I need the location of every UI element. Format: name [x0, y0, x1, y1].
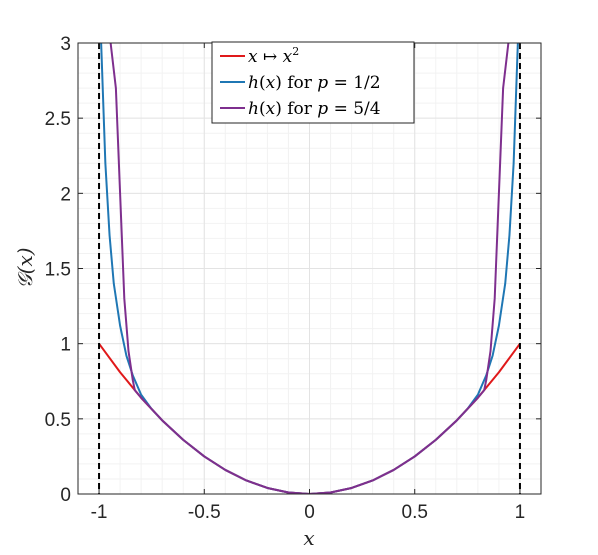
- axis-ticks: [78, 42, 541, 495]
- x-tick-label: 0: [304, 502, 315, 523]
- legend-label-2: h(x) for p = 1/2: [248, 73, 381, 93]
- y-tick-label: 2.5: [45, 109, 71, 130]
- x-tick-label: 0.5: [402, 502, 428, 523]
- series-line-3: [109, 43, 510, 494]
- y-axis-label: 𝒢(x): [13, 247, 37, 288]
- legend-label-1: x ↦ x2: [248, 45, 299, 67]
- x-axis-label: x: [303, 526, 314, 550]
- x-tick-label: 1: [515, 502, 526, 523]
- y-tick-label: 1: [60, 335, 71, 356]
- y-tick-label: 1.5: [45, 260, 71, 281]
- legend-label-3: h(x) for p = 5/4: [248, 99, 381, 119]
- y-tick-label: 2: [60, 184, 71, 205]
- y-tick-label: 3: [60, 34, 71, 55]
- tick-labels: -1 -0.5 0 0.5 1 0 0.5 1 1.5 2 2.5 3: [45, 34, 526, 523]
- plot-area: [98, 43, 521, 494]
- x-tick-label: -1: [91, 502, 108, 523]
- y-tick-label: 0: [60, 485, 71, 506]
- x-tick-label: -0.5: [188, 502, 221, 523]
- legend-box: [211, 41, 415, 124]
- series-line-2: [100, 43, 519, 494]
- legend: x ↦ x2 h(x) for p = 1/2 h(x) for p = 5/4: [211, 41, 415, 124]
- y-tick-label: 0.5: [45, 410, 71, 431]
